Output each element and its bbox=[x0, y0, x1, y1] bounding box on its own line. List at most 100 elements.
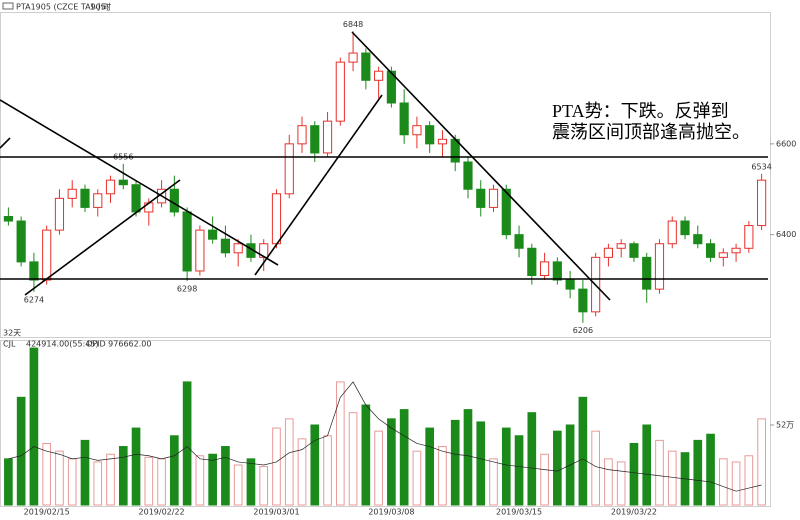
y-tick-label: 52万 bbox=[776, 421, 794, 430]
volume-bar bbox=[655, 439, 664, 506]
volume-bar bbox=[693, 439, 703, 506]
candle-body bbox=[220, 238, 231, 254]
plot: 6400 6600 2019/02/15 2019/02/22 2019/03/01 20… bbox=[3, 20, 796, 517]
volume-bar bbox=[438, 446, 447, 506]
volume-bar bbox=[42, 442, 52, 506]
candle-body bbox=[463, 161, 473, 190]
volume-bar bbox=[80, 439, 90, 506]
volume-bar bbox=[489, 458, 498, 506]
candle-body bbox=[642, 256, 652, 290]
volume-bar bbox=[16, 396, 26, 506]
candle-body bbox=[539, 261, 550, 277]
volume-bar bbox=[208, 453, 217, 506]
volume-bar bbox=[259, 466, 269, 506]
volume-bar bbox=[272, 427, 281, 506]
candle-body bbox=[718, 252, 728, 258]
icon bbox=[2, 2, 14, 10]
oi-readout: OPID 976662.00 bbox=[86, 340, 151, 349]
candle-body bbox=[297, 125, 307, 145]
price-label: 6298 bbox=[177, 284, 197, 293]
volume-bar bbox=[616, 461, 626, 506]
candle-body bbox=[322, 120, 333, 154]
volume-bar bbox=[246, 458, 256, 506]
candle-body bbox=[374, 70, 384, 81]
volume-bar bbox=[67, 458, 77, 506]
volume-bar bbox=[233, 464, 243, 506]
volume-bar bbox=[55, 450, 64, 506]
volume-bar bbox=[170, 435, 179, 506]
period: 1小时 bbox=[90, 2, 111, 12]
candle-body bbox=[565, 279, 575, 290]
volume-bar bbox=[144, 456, 154, 506]
volume-bar bbox=[182, 381, 192, 506]
volume-bar bbox=[425, 427, 435, 506]
candle-body bbox=[552, 261, 562, 281]
candle-body bbox=[629, 243, 639, 258]
candle-body bbox=[425, 125, 435, 145]
candle-body bbox=[578, 288, 588, 313]
candle-body bbox=[195, 229, 205, 272]
trend-line bbox=[0, 99, 279, 266]
volume-bar bbox=[527, 412, 537, 506]
trend-lines bbox=[0, 31, 768, 301]
volume-bar bbox=[731, 461, 741, 506]
trend-line bbox=[24, 179, 181, 296]
volume-bar bbox=[297, 438, 307, 506]
candle-body bbox=[757, 179, 767, 227]
volume-bar bbox=[642, 424, 652, 506]
candle-body bbox=[182, 211, 192, 272]
candle-body bbox=[386, 70, 396, 104]
candle-body bbox=[693, 234, 703, 245]
volume-bar bbox=[501, 427, 511, 506]
candle-body bbox=[208, 229, 218, 240]
volume-bar bbox=[706, 433, 715, 506]
volume-bar bbox=[591, 430, 600, 506]
price-label: 6848 bbox=[343, 20, 363, 29]
candle-body bbox=[437, 138, 448, 145]
trend-line bbox=[0, 137, 11, 149]
candle-body bbox=[271, 193, 282, 245]
range-label: 32天 bbox=[3, 329, 21, 338]
volume-bar bbox=[157, 458, 166, 506]
candle-body bbox=[54, 197, 65, 231]
volume-bar bbox=[629, 442, 639, 506]
volume-readout: 424914.00(55:45) bbox=[26, 340, 99, 349]
x-tick-label: 2019/02/15 bbox=[24, 508, 70, 517]
x-tick-label: 2019/02/22 bbox=[139, 508, 185, 517]
volume-bar bbox=[374, 430, 383, 506]
symbol: PTA1905 (CZCE TA905) bbox=[16, 3, 109, 12]
indicator: CJL bbox=[3, 340, 16, 349]
volume-bar bbox=[718, 458, 728, 506]
open-interest-line bbox=[8, 381, 762, 492]
candle-body bbox=[731, 247, 741, 254]
trend-line bbox=[254, 94, 383, 276]
volume-bar bbox=[323, 435, 332, 506]
volume-bar bbox=[463, 409, 473, 506]
candle-body bbox=[514, 234, 524, 249]
y-tick-label: 6600 bbox=[776, 139, 796, 148]
volume-bar bbox=[450, 419, 460, 506]
candle-body bbox=[131, 184, 141, 213]
volume-bar bbox=[744, 455, 754, 506]
volume-bar bbox=[93, 461, 103, 506]
volume-bar bbox=[667, 450, 677, 506]
candle-body bbox=[412, 125, 422, 136]
candle-body bbox=[501, 188, 511, 236]
volume-bar bbox=[540, 453, 549, 506]
y-tick-label: 6400 bbox=[776, 230, 796, 239]
candle-body bbox=[654, 243, 665, 290]
price-label: 6534 bbox=[751, 162, 771, 171]
candle-body bbox=[705, 243, 716, 258]
candle-body bbox=[144, 202, 154, 213]
candle-body bbox=[233, 243, 243, 254]
volume-bar bbox=[221, 446, 230, 506]
volume-bar bbox=[514, 435, 524, 506]
candle-body bbox=[29, 261, 39, 281]
price-panel bbox=[0, 12, 771, 338]
candle-body bbox=[16, 220, 26, 263]
volume-bar bbox=[412, 450, 422, 506]
candle-body bbox=[399, 102, 409, 136]
volume-bar bbox=[106, 453, 115, 506]
price-label: 6274 bbox=[24, 295, 44, 304]
